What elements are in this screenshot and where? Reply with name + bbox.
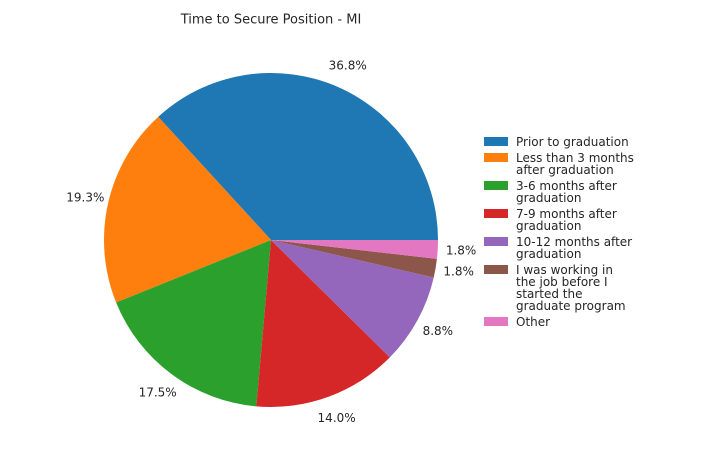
legend-label: I was working in the job before I starte… [516, 263, 626, 313]
legend-label: Less than 3 months after graduation [516, 151, 634, 177]
legend-swatch [484, 137, 508, 146]
legend-item: Prior to graduation [484, 136, 634, 148]
slice-label: 1.8% [446, 243, 477, 257]
legend-item: Less than 3 months after graduation [484, 152, 634, 176]
pie-slice [116, 240, 271, 407]
chart-title: Time to Secure Position - MI [180, 13, 362, 28]
pie-slice [158, 73, 438, 240]
legend-swatch [484, 153, 508, 162]
slice-label: 8.8% [423, 324, 454, 338]
legend-label: 7-9 months after graduation [516, 207, 617, 233]
pie-slice [271, 240, 438, 259]
slice-label: 1.8% [443, 265, 474, 279]
pie-slice [256, 240, 390, 407]
legend-item: 3-6 months after graduation [484, 180, 634, 204]
slice-label: 36.8% [329, 58, 367, 72]
legend-label: Other [516, 315, 551, 329]
pie-slice [104, 116, 272, 303]
slice-label: 17.5% [139, 385, 177, 399]
legend-swatch [484, 181, 508, 190]
legend-item: Other [484, 316, 634, 328]
legend-swatch [484, 317, 508, 326]
legend-swatch [484, 237, 508, 246]
legend-swatch [484, 265, 508, 274]
legend-label: 3-6 months after graduation [516, 179, 617, 205]
pie-slice [271, 240, 437, 278]
legend-item: 7-9 months after graduation [484, 208, 634, 232]
legend: Prior to graduation Less than 3 months af… [484, 136, 634, 332]
legend-label: 10-12 months after graduation [516, 235, 633, 261]
pie-slice [271, 240, 434, 358]
legend-item: 10-12 months after graduation [484, 236, 634, 260]
legend-swatch [484, 209, 508, 218]
slice-label: 14.0% [318, 411, 356, 425]
slice-label: 19.3% [66, 190, 104, 204]
legend-item: I was working in the job before I starte… [484, 264, 634, 312]
legend-label: Prior to graduation [516, 135, 629, 149]
